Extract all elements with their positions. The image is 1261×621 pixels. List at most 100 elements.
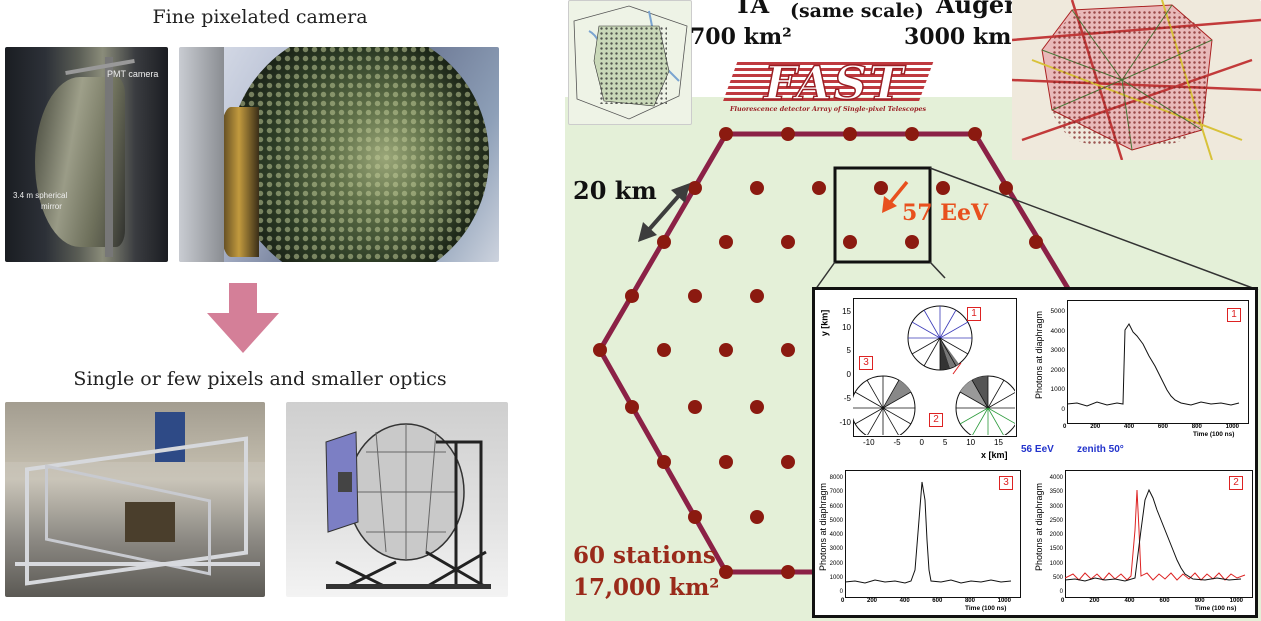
trace-2-ytick: 500 xyxy=(1052,575,1063,582)
array-area: 17,000 km² xyxy=(573,574,720,601)
trace-2-ytick: 0 xyxy=(1059,589,1063,596)
map-xtick: -10 xyxy=(863,438,875,447)
map-xtick: 5 xyxy=(942,438,948,447)
fast-logo: FAST Fluorescence detector Array of Sing… xyxy=(722,55,934,116)
trace-2-xtick: 600 xyxy=(1159,598,1170,604)
trace-1-xtick: 200 xyxy=(1090,424,1101,430)
map-ytick: 15 xyxy=(842,307,851,316)
map-ylabel: y [km] xyxy=(819,309,830,337)
zoom-box xyxy=(833,166,932,264)
trace-3-xlabel: Time (100 ns) xyxy=(965,605,1007,612)
trace-2-ytick: 3000 xyxy=(1049,503,1063,510)
map-ytick: -5 xyxy=(843,393,851,403)
trace-1-xtick: 800 xyxy=(1191,424,1202,430)
auger-map-image xyxy=(1012,0,1261,160)
trace-3-xtick: 0 xyxy=(841,598,845,604)
trace-2-ytick: 4000 xyxy=(1049,475,1063,481)
trace-2-xtick: 0 xyxy=(1061,598,1065,604)
trace-2-xtick: 200 xyxy=(1089,598,1100,604)
trace-1-ytick: 1000 xyxy=(1050,386,1065,393)
fast-subtitle: Fluorescence detector Array of Single-pi… xyxy=(730,105,927,113)
trace-3-ytick: 7000 xyxy=(829,489,843,496)
trace-3-xtick: 1000 xyxy=(997,598,1011,604)
ta-label: TA xyxy=(734,0,770,19)
stations xyxy=(593,127,1043,579)
trace-3-ytick: 2000 xyxy=(829,560,843,567)
trace-2-ytick: 2500 xyxy=(1049,517,1063,524)
map-xtick: 15 xyxy=(994,438,1003,447)
trace-2-ytick: 1500 xyxy=(1049,546,1063,553)
energy-caption: 56 EeV xyxy=(1021,444,1054,455)
sky-map-plot: y [km] 15 10 5 0 -5 -10 -10 -5 0 5 10 15… xyxy=(815,290,1025,462)
map-ytick: -10 xyxy=(839,417,851,427)
trace-1-ytick: 0 xyxy=(1061,405,1065,413)
trace-plot-3: Photons at diaphragm 8000 7000 6000 5000… xyxy=(815,462,1027,616)
pmt-camera-photo: PMT camera 3.4 m spherical mirror xyxy=(5,47,168,262)
trace-1-ytick: 3000 xyxy=(1050,347,1065,354)
heading-fine-camera: Fine pixelated camera xyxy=(152,6,368,28)
trace-1-ytick: 2000 xyxy=(1050,366,1065,374)
trace-3-ytick: 8000 xyxy=(829,475,843,481)
auger-area: 3000 km² xyxy=(904,24,1022,50)
map-ytick: 10 xyxy=(842,322,851,332)
map-xtick: -5 xyxy=(893,438,901,447)
trace-3-ytick: 3000 xyxy=(829,546,843,553)
same-scale-label: (same scale) xyxy=(790,0,924,22)
trace-3-xtick: 200 xyxy=(866,598,877,604)
trace-2-ytick: 3500 xyxy=(1049,489,1063,496)
trace-3-id: 3 xyxy=(999,476,1013,490)
trace-2-xtick: 1000 xyxy=(1229,598,1243,604)
event-energy-label: 57 EeV xyxy=(902,200,989,226)
mirror-label-1: 3.4 m spherical xyxy=(13,191,68,200)
trace-2-id: 2 xyxy=(1229,476,1243,490)
trace-3-ytick: 4000 xyxy=(829,532,843,539)
trace-3-ytick: 5000 xyxy=(829,517,843,524)
down-arrow-icon xyxy=(207,283,279,353)
map-label-3: 3 xyxy=(859,356,873,370)
map-label-1: 1 xyxy=(967,307,981,321)
trace-1-xlabel: Time (100 ns) xyxy=(1193,431,1235,438)
trace-2-xtick: 400 xyxy=(1124,598,1135,604)
cad-rendering xyxy=(286,402,508,597)
lab-prototype-photo xyxy=(5,402,265,597)
trace-plot-1: Photons at diaphragm 5000 4000 3000 2000… xyxy=(1027,290,1257,440)
trace-2-ytick: 1000 xyxy=(1049,560,1063,567)
pmt-closeup-photo xyxy=(179,47,499,262)
trace-3-xtick: 400 xyxy=(899,598,910,604)
trace-1-xtick: 0 xyxy=(1063,424,1067,430)
trace-2-ytick: 2000 xyxy=(1049,532,1063,539)
trace-3-ytick: 0 xyxy=(839,589,843,596)
trace-3-xtick: 800 xyxy=(964,598,975,604)
trace-1-xtick: 1000 xyxy=(1225,424,1239,430)
ta-map-image xyxy=(568,0,692,125)
trace-1-ytick: 4000 xyxy=(1050,327,1065,335)
ta-area: 700 km² xyxy=(690,24,792,50)
map-xtick: 10 xyxy=(966,438,976,447)
mirror-label-2: mirror xyxy=(41,202,62,211)
trace-3-ytick: 1000 xyxy=(829,575,843,582)
distance-label: 20 km xyxy=(573,176,657,205)
stations-count: 60 stations xyxy=(573,542,716,569)
trace-1-id: 1 xyxy=(1227,308,1241,322)
trace-3-ytick: 6000 xyxy=(829,503,843,510)
heading-single-pixel: Single or few pixels and smaller optics xyxy=(73,368,447,390)
trace-2-xtick: 800 xyxy=(1194,598,1205,604)
map-label-2: 2 xyxy=(929,413,943,427)
event-arrow-icon xyxy=(882,180,909,213)
trace-1-xtick: 400 xyxy=(1124,424,1135,430)
trace-3-xtick: 600 xyxy=(932,598,943,604)
map-ytick: 0 xyxy=(846,370,851,380)
map-xlabel: x [km] xyxy=(981,450,1008,460)
map-xtick: 0 xyxy=(919,438,924,447)
map-ytick: 5 xyxy=(846,346,851,356)
pmt-camera-label: PMT camera xyxy=(107,69,159,79)
trace-plot-2: Photons at diaphragm 4000 3500 3000 2500… xyxy=(1031,462,1257,616)
trace-1-ytick: 5000 xyxy=(1050,308,1065,315)
zenith-caption: zenith 50° xyxy=(1077,444,1124,455)
auger-label: Auger xyxy=(936,0,1017,19)
fast-logo-text: FAST xyxy=(763,55,906,111)
trace-1-xtick: 600 xyxy=(1157,424,1168,430)
simulation-inset: y [km] 15 10 5 0 -5 -10 -10 -5 0 5 10 15… xyxy=(812,287,1258,618)
trace-2-xlabel: Time (100 ns) xyxy=(1195,605,1237,612)
distance-arrow-icon xyxy=(638,183,690,242)
